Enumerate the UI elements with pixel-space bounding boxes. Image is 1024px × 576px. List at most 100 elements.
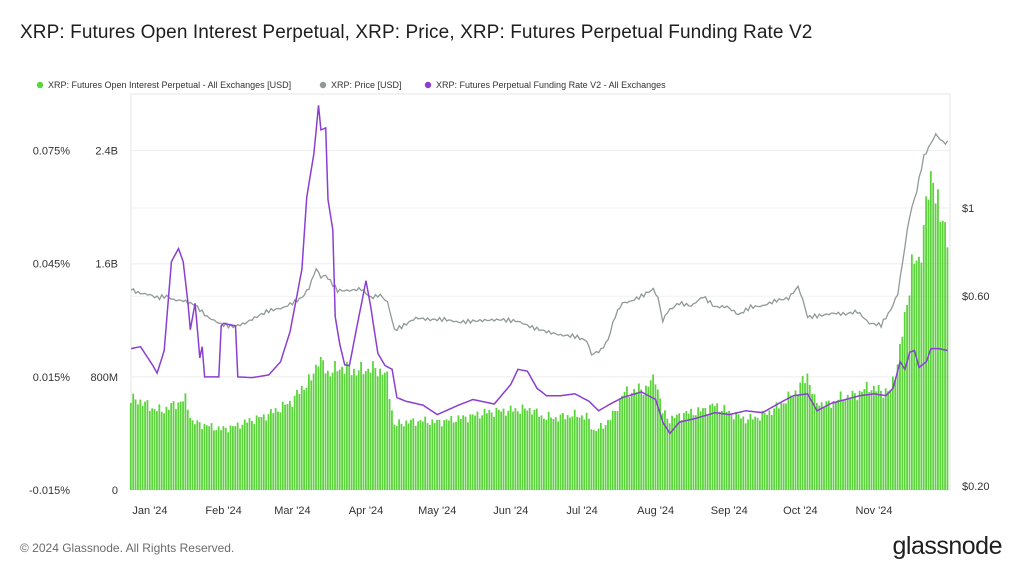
brand-logo: glassnode xyxy=(892,532,1003,560)
oi-bar xyxy=(564,419,567,490)
oi-bar xyxy=(780,403,783,490)
x-tick: Apr '24 xyxy=(349,505,384,517)
oi-bar xyxy=(849,398,852,490)
oi-bar xyxy=(298,393,301,490)
oi-bar xyxy=(680,420,683,490)
oi-bar xyxy=(167,409,170,490)
oi-bar xyxy=(417,421,419,490)
oi-bar xyxy=(588,418,590,490)
oi-bar xyxy=(692,415,695,490)
oi-bar xyxy=(234,426,237,490)
oi-bar xyxy=(770,414,773,490)
legend-item-price: XRP: Price [USD] xyxy=(331,80,402,90)
oi-bar xyxy=(590,429,593,490)
oi-bar xyxy=(754,416,757,490)
oi-bar xyxy=(637,383,640,490)
oi-bar xyxy=(542,418,545,490)
oi-bar xyxy=(887,391,889,490)
oi-bar xyxy=(834,401,837,490)
oi-bar xyxy=(374,368,377,490)
x-tick: Oct '24 xyxy=(783,505,818,517)
oi-bar xyxy=(535,408,538,490)
oi-bar xyxy=(512,411,514,490)
oi-bar xyxy=(386,371,389,490)
oi-bar xyxy=(497,409,500,490)
oi-bar xyxy=(799,382,802,490)
oi-bar xyxy=(322,360,324,490)
funding-line-layer xyxy=(130,105,948,435)
x-tick: Jul '24 xyxy=(566,505,597,517)
oi-bar xyxy=(602,428,605,490)
oi-bar xyxy=(618,398,621,490)
oi-bar xyxy=(735,411,738,490)
oi-bar xyxy=(789,395,792,490)
oi-bar xyxy=(723,405,726,490)
oi-bar xyxy=(132,393,135,490)
oi-bar xyxy=(683,413,685,490)
oi-bar xyxy=(251,420,253,490)
oi-bar xyxy=(341,366,343,490)
oi-bar xyxy=(815,403,818,490)
oi-bar xyxy=(350,375,353,490)
oi-bar xyxy=(182,401,184,490)
oi-bar xyxy=(277,411,279,490)
x-tick: Mar '24 xyxy=(274,505,310,517)
oi-bar xyxy=(210,423,213,490)
oi-bar xyxy=(616,411,619,490)
oi-bar xyxy=(483,408,486,490)
oi-bar xyxy=(713,406,716,490)
oi-bar xyxy=(656,389,659,490)
oi-bar xyxy=(253,423,256,490)
oi-bar xyxy=(144,401,146,490)
oi-bar xyxy=(177,402,180,490)
oi-bar xyxy=(896,364,899,490)
oi-bar xyxy=(628,396,631,490)
oi-bar xyxy=(811,394,814,490)
oi-bar xyxy=(599,422,602,490)
oi-bar xyxy=(303,389,306,490)
oi-bar xyxy=(141,405,144,490)
x-tick: Sep '24 xyxy=(711,505,748,517)
oi-bar xyxy=(782,403,785,490)
x-tick: Nov '24 xyxy=(856,505,893,517)
oi-bar xyxy=(761,410,764,490)
oi-bar xyxy=(260,417,263,490)
oi-bar xyxy=(331,372,334,490)
oi-bar xyxy=(236,422,239,490)
oi-bar xyxy=(329,376,332,490)
price-line xyxy=(130,132,949,356)
oi-bar xyxy=(868,392,870,490)
oi-bar xyxy=(920,262,923,490)
oi-bar xyxy=(509,405,512,490)
x-tick: Aug '24 xyxy=(637,505,674,517)
oi-bar xyxy=(467,422,469,490)
oi-bar xyxy=(773,408,776,490)
oi-bar xyxy=(939,221,942,490)
oi-bar xyxy=(853,393,856,490)
oi-bar xyxy=(326,370,329,490)
oi-bar xyxy=(334,360,336,490)
oi-bar xyxy=(146,400,149,490)
oi-bar xyxy=(666,418,669,490)
oi-bar xyxy=(431,419,434,490)
oi-bar xyxy=(274,408,277,490)
oi-bar xyxy=(137,404,139,490)
oi-bar xyxy=(198,422,201,490)
legend-item-funding: XRP: Futures Perpetual Funding Rate V2 -… xyxy=(436,80,666,90)
oi-bar xyxy=(775,402,778,490)
oi-bar xyxy=(903,311,906,490)
oi-bar xyxy=(884,388,887,490)
oi-bar xyxy=(633,388,635,490)
oi-bar xyxy=(474,415,476,490)
oi-bar xyxy=(922,225,925,490)
oi-bar xyxy=(490,412,493,490)
oi-bar xyxy=(830,407,833,490)
oi-bar xyxy=(262,414,265,490)
oi-bar xyxy=(718,411,721,490)
oi-bar xyxy=(448,420,450,490)
oi-bar xyxy=(751,419,754,490)
oi-bar xyxy=(668,423,671,490)
oi-bar xyxy=(526,410,529,490)
oi-bar xyxy=(630,392,633,490)
oi-bar xyxy=(642,394,645,490)
